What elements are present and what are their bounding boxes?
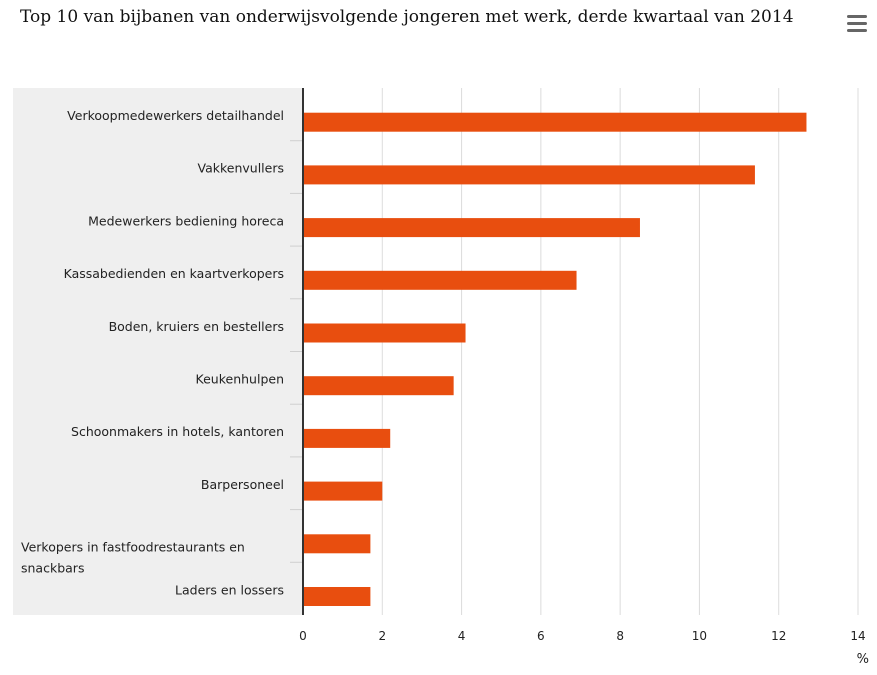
x-tick-label: 10 — [692, 629, 707, 643]
chart-title: Top 10 van bijbanen van onderwijsvolgend… — [20, 7, 794, 27]
menu-line — [847, 15, 867, 18]
x-tick-label: 12 — [771, 629, 786, 643]
bar — [303, 428, 391, 448]
x-tick-label: 0 — [299, 629, 307, 643]
category-label: snackbars — [21, 561, 84, 576]
category-label: Keukenhulpen — [196, 372, 284, 387]
category-label: Vakkenvullers — [198, 161, 285, 176]
menu-line — [847, 29, 867, 32]
category-label: Boden, kruiers en bestellers — [109, 319, 284, 334]
x-tick-label: 14 — [850, 629, 865, 643]
category-label: Verkopers in fastfoodrestaurants en — [21, 540, 245, 555]
bar — [303, 481, 383, 501]
x-tick-label: 6 — [537, 629, 545, 643]
x-axis-unit-label: % — [857, 652, 869, 667]
x-tick-label: 4 — [458, 629, 466, 643]
category-label: Medewerkers bediening horeca — [88, 213, 284, 228]
bar — [303, 376, 454, 396]
bar — [303, 323, 466, 343]
category-label: Kassabedienden en kaartverkopers — [64, 266, 284, 281]
category-band — [13, 88, 303, 615]
bar — [303, 534, 371, 554]
category-label: Schoonmakers in hotels, kantoren — [71, 424, 284, 439]
hamburger-menu-icon[interactable] — [845, 12, 867, 34]
menu-line — [847, 22, 867, 25]
bar — [303, 112, 807, 132]
category-label: Laders en lossers — [175, 582, 284, 597]
category-label: Verkoopmedewerkers detailhandel — [67, 108, 284, 123]
category-label: Barpersoneel — [201, 477, 284, 492]
bar — [303, 270, 577, 290]
bar — [303, 587, 371, 606]
bar — [303, 165, 755, 185]
x-tick-label: 8 — [616, 629, 624, 643]
x-tick-label: 2 — [378, 629, 386, 643]
bar — [303, 218, 640, 238]
